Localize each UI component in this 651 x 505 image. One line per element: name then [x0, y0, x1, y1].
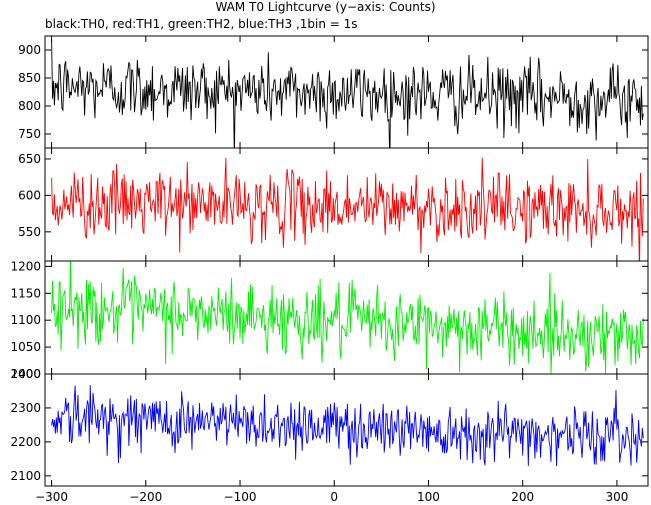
x-tick-label: 100 — [417, 490, 440, 504]
y-tick-label: 1050 — [10, 340, 41, 354]
x-tick-label: 300 — [605, 490, 628, 504]
lightcurve-th2 — [51, 261, 644, 374]
y-tick-label: 600 — [18, 188, 41, 202]
panel-frame-3 — [44, 260, 649, 375]
y-tick-label: 2400 — [10, 367, 41, 381]
y-tick-label: 750 — [18, 127, 41, 141]
y-tick-label: 900 — [18, 43, 41, 57]
lightcurve-th3 — [51, 384, 644, 467]
y-tick-label: 2300 — [10, 401, 41, 415]
lightcurve-th1 — [51, 157, 644, 261]
y-tick-label: 1100 — [10, 313, 41, 327]
lightcurve-th0 — [51, 39, 644, 148]
chart-title: WAM T0 Lightcurve (y−axis: Counts) — [215, 0, 436, 14]
y-tick-label: 2100 — [10, 469, 41, 483]
y-tick-label: 850 — [18, 71, 41, 85]
x-tick-label: −200 — [129, 490, 162, 504]
x-tick-label: 200 — [511, 490, 534, 504]
y-tick-label: 1000 — [10, 367, 41, 381]
y-tick-label: 1150 — [10, 286, 41, 300]
panel-frame-4 — [44, 373, 649, 487]
y-tick-label: 650 — [18, 152, 41, 166]
x-tick-label: −300 — [35, 490, 68, 504]
y-tick-label: 2200 — [10, 435, 41, 449]
x-tick-label: −100 — [224, 490, 257, 504]
y-tick-label: 550 — [18, 225, 41, 239]
chart-subtitle: black:TH0, red:TH1, green:TH2, blue:TH3 … — [45, 17, 358, 31]
y-tick-label: 1200 — [10, 259, 41, 273]
x-tick-label: 0 — [330, 490, 338, 504]
y-tick-label: 800 — [18, 99, 41, 113]
